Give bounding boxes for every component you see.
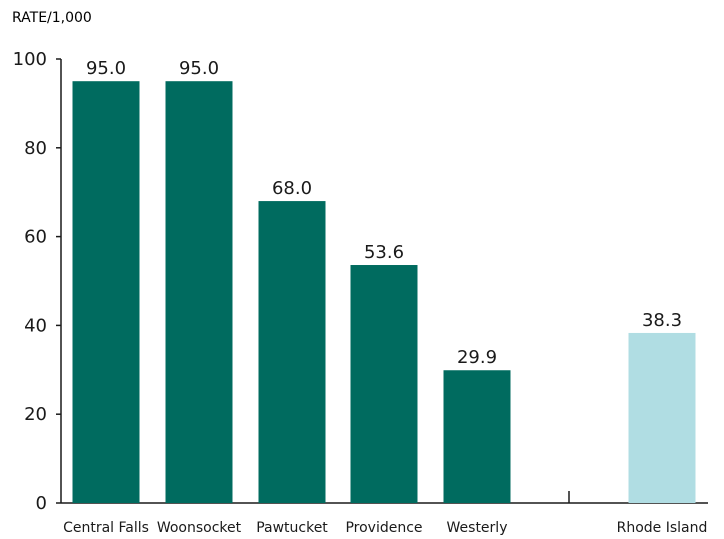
bar-westerly <box>443 370 511 503</box>
y-tick-label-0: 0 <box>36 493 47 514</box>
y-tick-label-40: 40 <box>24 315 47 336</box>
value-label-central-falls: 95.0 <box>86 58 126 79</box>
category-label-pawtucket: Pawtucket <box>256 520 328 536</box>
y-tick-label-20: 20 <box>24 404 47 425</box>
value-label-westerly: 29.9 <box>457 347 497 368</box>
category-label-rhode-island: Rhode Island <box>617 520 708 536</box>
category-label-woonsocket: Woonsocket <box>157 520 242 536</box>
value-label-rhode-island: 38.3 <box>642 310 682 331</box>
y-tick-label-100: 100 <box>13 49 47 70</box>
bar-providence <box>350 265 418 503</box>
labels: 95.0 Central Falls 95.0 Woonsocket 68.0 Pawtu… <box>63 58 707 536</box>
y-tick-label-80: 80 <box>24 138 47 159</box>
bars <box>72 81 696 503</box>
category-label-providence: Providence <box>345 520 422 536</box>
bar-rhode-island <box>628 332 696 503</box>
bar-woonsocket <box>165 81 233 503</box>
value-label-pawtucket: 68.0 <box>272 178 312 199</box>
value-label-woonsocket: 95.0 <box>179 58 219 79</box>
y-axis-label: RATE/1,000 <box>12 10 92 26</box>
category-label-westerly: Westerly <box>447 520 508 536</box>
category-label-central-falls: Central Falls <box>63 520 149 536</box>
bar-pawtucket <box>258 201 326 503</box>
value-label-providence: 53.6 <box>364 242 404 263</box>
y-tick-label-60: 60 <box>24 227 47 248</box>
bar-central-falls <box>72 81 140 503</box>
